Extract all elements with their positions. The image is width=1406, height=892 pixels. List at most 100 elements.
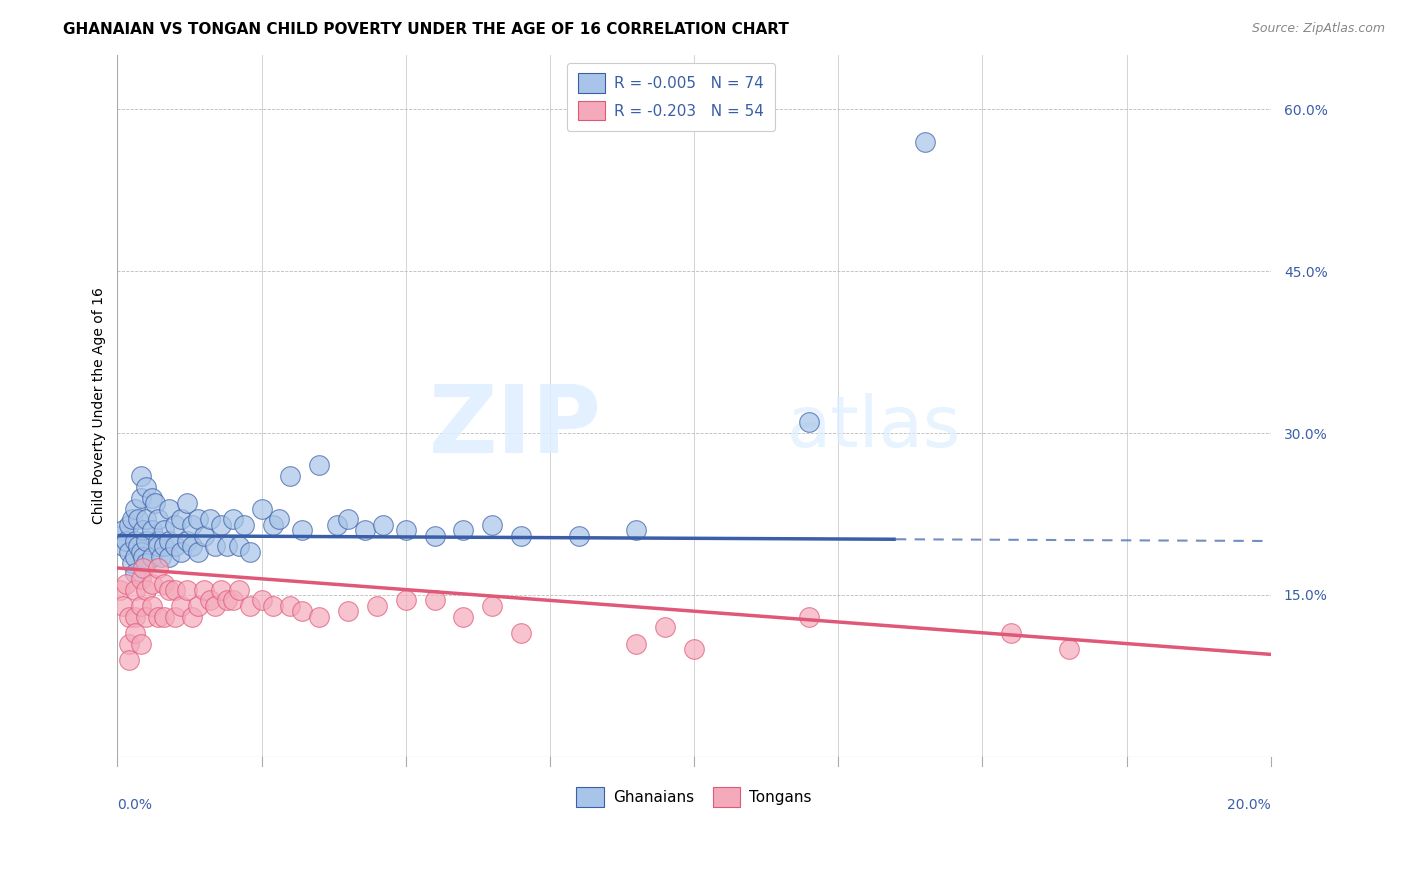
- Point: [568, 528, 591, 542]
- Point: [626, 637, 648, 651]
- Point: [129, 572, 152, 586]
- Point: [124, 534, 146, 549]
- Point: [262, 599, 284, 613]
- Point: [423, 593, 446, 607]
- Point: [152, 577, 174, 591]
- Point: [187, 599, 209, 613]
- Point: [129, 637, 152, 651]
- Point: [141, 599, 163, 613]
- Point: [176, 582, 198, 597]
- Point: [135, 480, 157, 494]
- Point: [215, 540, 238, 554]
- Point: [204, 599, 226, 613]
- Point: [118, 517, 141, 532]
- Point: [453, 609, 475, 624]
- Point: [233, 517, 256, 532]
- Legend: Ghanaians, Tongans: Ghanaians, Tongans: [567, 778, 821, 816]
- Point: [262, 517, 284, 532]
- Point: [165, 517, 187, 532]
- Point: [170, 512, 193, 526]
- Point: [654, 620, 676, 634]
- Point: [112, 523, 135, 537]
- Point: [132, 561, 155, 575]
- Point: [683, 642, 706, 657]
- Point: [141, 577, 163, 591]
- Point: [371, 517, 394, 532]
- Point: [124, 625, 146, 640]
- Point: [204, 540, 226, 554]
- Point: [146, 512, 169, 526]
- Point: [280, 599, 302, 613]
- Point: [152, 540, 174, 554]
- Point: [146, 561, 169, 575]
- Point: [228, 540, 250, 554]
- Point: [222, 593, 245, 607]
- Point: [395, 523, 418, 537]
- Point: [127, 512, 149, 526]
- Point: [337, 604, 360, 618]
- Point: [124, 550, 146, 565]
- Point: [209, 582, 232, 597]
- Point: [124, 582, 146, 597]
- Text: GHANAIAN VS TONGAN CHILD POVERTY UNDER THE AGE OF 16 CORRELATION CHART: GHANAIAN VS TONGAN CHILD POVERTY UNDER T…: [63, 22, 789, 37]
- Point: [141, 491, 163, 505]
- Point: [337, 512, 360, 526]
- Point: [129, 599, 152, 613]
- Point: [118, 653, 141, 667]
- Point: [157, 534, 180, 549]
- Point: [146, 540, 169, 554]
- Point: [143, 496, 166, 510]
- Point: [152, 609, 174, 624]
- Text: 0.0%: 0.0%: [118, 798, 152, 812]
- Point: [132, 550, 155, 565]
- Point: [181, 540, 204, 554]
- Point: [239, 599, 262, 613]
- Point: [291, 523, 314, 537]
- Point: [280, 469, 302, 483]
- Point: [157, 550, 180, 565]
- Point: [799, 415, 821, 429]
- Point: [1000, 625, 1022, 640]
- Point: [366, 599, 388, 613]
- Point: [124, 501, 146, 516]
- Point: [914, 135, 936, 149]
- Text: ZIP: ZIP: [429, 381, 602, 473]
- Point: [176, 534, 198, 549]
- Point: [354, 523, 377, 537]
- Point: [110, 528, 132, 542]
- Point: [112, 540, 135, 554]
- Point: [170, 599, 193, 613]
- Point: [124, 609, 146, 624]
- Point: [1057, 642, 1080, 657]
- Point: [135, 582, 157, 597]
- Point: [198, 593, 221, 607]
- Y-axis label: Child Poverty Under the Age of 16: Child Poverty Under the Age of 16: [93, 287, 107, 524]
- Point: [112, 599, 135, 613]
- Point: [423, 528, 446, 542]
- Point: [129, 491, 152, 505]
- Point: [181, 517, 204, 532]
- Point: [132, 523, 155, 537]
- Point: [152, 523, 174, 537]
- Point: [510, 625, 533, 640]
- Point: [135, 609, 157, 624]
- Point: [228, 582, 250, 597]
- Point: [176, 496, 198, 510]
- Point: [127, 540, 149, 554]
- Point: [170, 545, 193, 559]
- Point: [110, 582, 132, 597]
- Point: [135, 556, 157, 570]
- Point: [157, 582, 180, 597]
- Point: [626, 523, 648, 537]
- Point: [187, 512, 209, 526]
- Text: atlas: atlas: [786, 392, 960, 461]
- Point: [267, 512, 290, 526]
- Point: [481, 599, 503, 613]
- Text: 20.0%: 20.0%: [1227, 798, 1271, 812]
- Point: [453, 523, 475, 537]
- Point: [118, 637, 141, 651]
- Point: [129, 545, 152, 559]
- Point: [325, 517, 347, 532]
- Point: [395, 593, 418, 607]
- Point: [209, 517, 232, 532]
